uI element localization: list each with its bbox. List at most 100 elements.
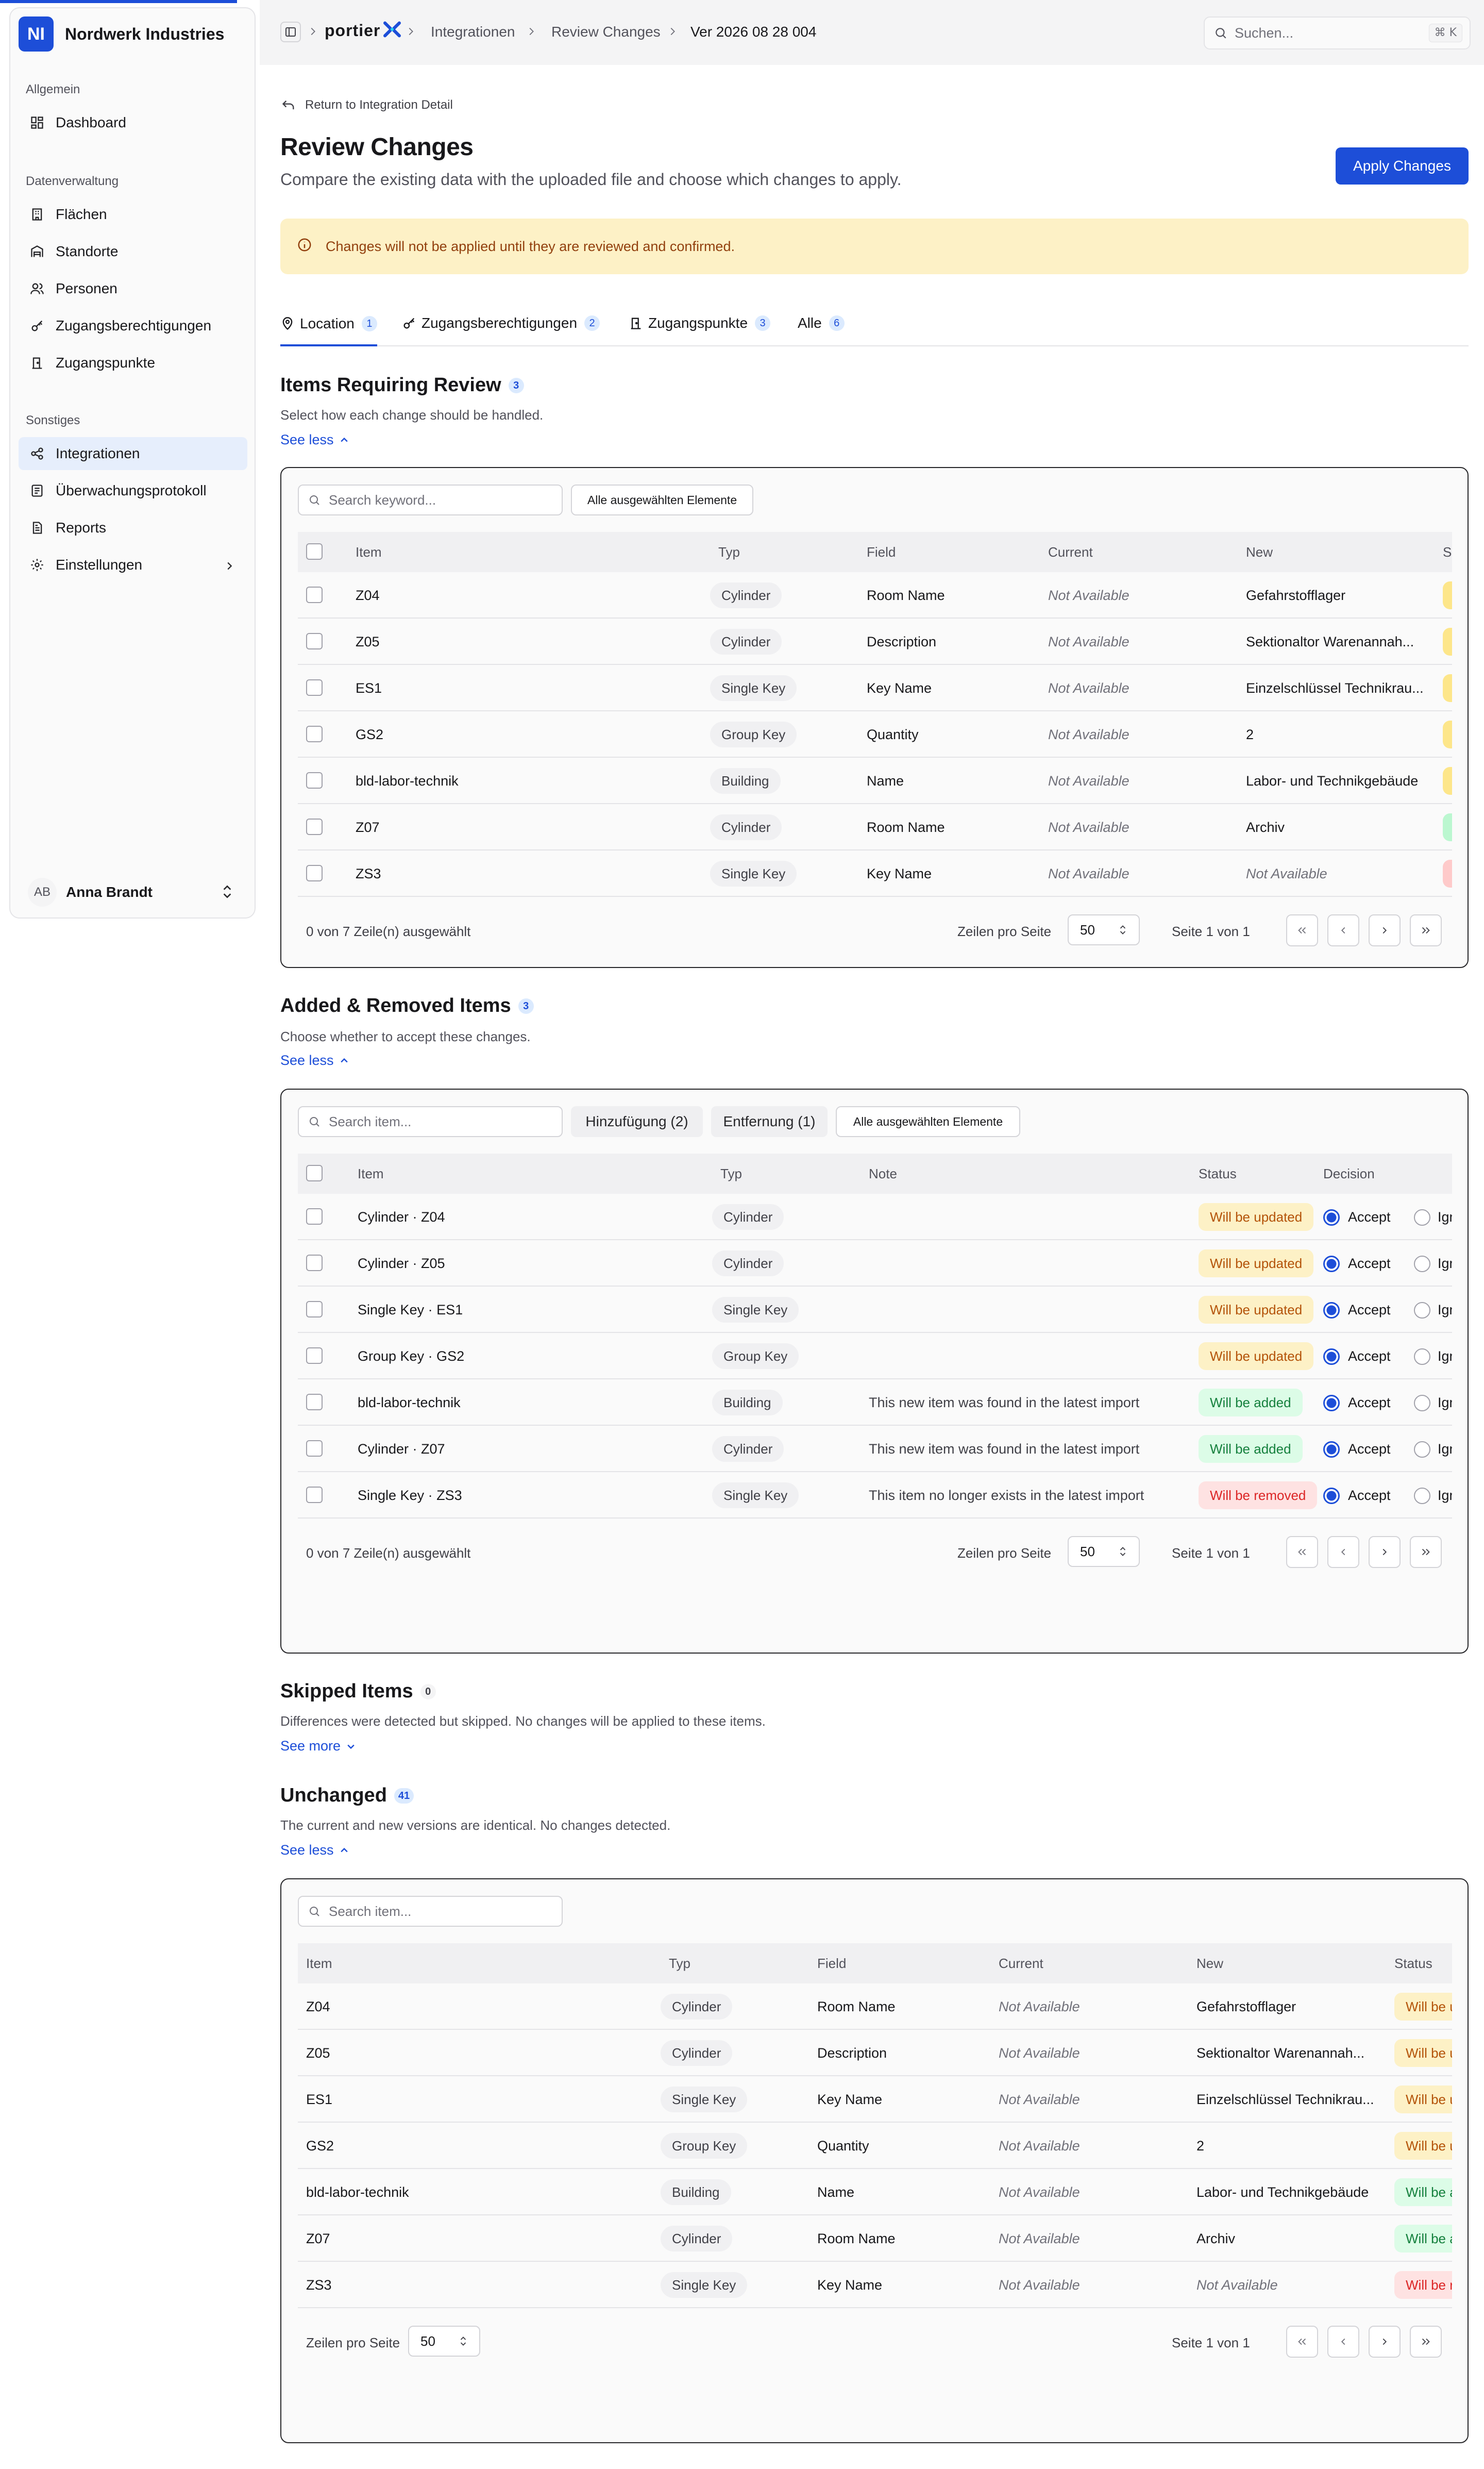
prev-page-button[interactable] bbox=[1327, 914, 1359, 946]
last-page-button[interactable] bbox=[1410, 2326, 1442, 2358]
col-item[interactable]: Item bbox=[306, 1956, 332, 1971]
breadcrumb-integrationen[interactable]: Integrationen bbox=[431, 24, 515, 40]
accept-radio[interactable] bbox=[1323, 1256, 1340, 1272]
tab-alle[interactable]: Alle 6 bbox=[798, 303, 845, 343]
first-page-button[interactable] bbox=[1286, 914, 1318, 946]
global-search[interactable]: Suchen... ⌘ K bbox=[1204, 16, 1471, 49]
sidebar-item-personen[interactable]: Personen bbox=[19, 272, 247, 305]
table-row[interactable]: Z05 Cylinder Description Not Available Sekti… bbox=[298, 619, 1452, 665]
ignore-radio[interactable] bbox=[1414, 1302, 1430, 1319]
col-note[interactable]: Note bbox=[869, 1166, 897, 1181]
row-checkbox[interactable] bbox=[306, 1301, 323, 1317]
added-search-input[interactable]: Search item... bbox=[298, 1106, 563, 1137]
table-row[interactable]: ZS3 Single Key Key Name Not Available Not Av… bbox=[298, 850, 1452, 897]
accept-radio[interactable] bbox=[1323, 1488, 1340, 1504]
ignore-radio[interactable] bbox=[1414, 1395, 1430, 1411]
select-all-checkbox[interactable] bbox=[306, 1165, 323, 1181]
row-checkbox[interactable] bbox=[306, 1255, 323, 1271]
portier-logo[interactable]: portier bbox=[325, 21, 402, 40]
tab-zugangspunkte[interactable]: Zugangspunkte 3 bbox=[629, 303, 771, 343]
table-row[interactable]: ES1 Single Key Key Name Not Available Einzel… bbox=[298, 665, 1452, 711]
table-row[interactable]: Single Key · ES1 Single Key Will be update… bbox=[298, 1287, 1452, 1333]
filter-additions-button[interactable]: Hinzufügung (2) bbox=[571, 1106, 703, 1137]
accept-radio[interactable] bbox=[1323, 1348, 1340, 1365]
prev-page-button[interactable] bbox=[1327, 2326, 1359, 2358]
col-current[interactable]: Current bbox=[999, 1956, 1043, 1971]
row-checkbox[interactable] bbox=[306, 1394, 323, 1410]
table-row[interactable]: bld-labor-technik Building Name Not Availab… bbox=[298, 758, 1452, 804]
table-row[interactable]: Cylinder · Z04 Cylinder Will be updated Acc… bbox=[298, 1194, 1452, 1240]
skipped-see-more-link[interactable]: See more bbox=[280, 1738, 356, 1754]
accept-radio[interactable] bbox=[1323, 1302, 1340, 1319]
col-status[interactable]: S bbox=[1443, 544, 1452, 560]
sidebar-item-reports[interactable]: Reports bbox=[19, 511, 247, 544]
col-status[interactable]: Status bbox=[1199, 1166, 1237, 1181]
tab-zugangsberechtigungen[interactable]: Zugangsberechtigungen 2 bbox=[402, 303, 600, 343]
sidebar-item-zugangsberechtigungen[interactable]: Zugangsberechtigungen bbox=[19, 309, 247, 342]
col-typ[interactable]: Typ bbox=[718, 544, 740, 560]
accept-radio[interactable] bbox=[1323, 1395, 1340, 1411]
sidebar-item-standorte[interactable]: Standorte bbox=[19, 235, 247, 268]
col-field[interactable]: Field bbox=[867, 544, 896, 560]
tab-location[interactable]: Location 1 bbox=[280, 303, 377, 346]
unchanged-see-less-link[interactable]: See less bbox=[280, 1842, 349, 1858]
row-checkbox[interactable] bbox=[306, 1440, 323, 1457]
table-row[interactable]: Z04 Cylinder Room Name Not Available Gefahrs… bbox=[298, 1983, 1452, 2030]
next-page-button[interactable] bbox=[1369, 2326, 1401, 2358]
table-row[interactable]: Cylinder · Z07 Cylinder This new item was … bbox=[298, 1426, 1452, 1472]
table-row[interactable]: bld-labor-technik Building Name Not Availab… bbox=[298, 2169, 1452, 2215]
col-typ[interactable]: Typ bbox=[669, 1956, 690, 1971]
col-decision[interactable]: Decision bbox=[1323, 1166, 1375, 1181]
review-see-less-link[interactable]: See less bbox=[280, 432, 349, 448]
review-search-input[interactable]: Search keyword... bbox=[298, 485, 563, 515]
table-row[interactable]: Z07 Cylinder Room Name Not Available Archiv bbox=[298, 804, 1452, 850]
added-rows-per-page-select[interactable]: 50 bbox=[1068, 1536, 1140, 1567]
sidebar-toggle-button[interactable] bbox=[280, 22, 301, 42]
back-link[interactable]: Return to Integration Detail bbox=[281, 98, 453, 112]
sidebar-item-flaechen[interactable]: Flächen bbox=[19, 198, 247, 231]
next-page-button[interactable] bbox=[1369, 1536, 1401, 1568]
row-checkbox[interactable] bbox=[306, 1487, 323, 1503]
col-typ[interactable]: Typ bbox=[720, 1166, 742, 1181]
user-menu[interactable]: AB Anna Brandt bbox=[19, 874, 247, 910]
table-row[interactable]: bld-labor-technik Building This new item w… bbox=[298, 1379, 1452, 1426]
table-row[interactable]: GS2 Group Key Quantity Not Available 2 bbox=[298, 711, 1452, 758]
first-page-button[interactable] bbox=[1286, 1536, 1318, 1568]
row-checkbox[interactable] bbox=[306, 587, 323, 603]
prev-page-button[interactable] bbox=[1327, 1536, 1359, 1568]
brand[interactable]: NI Nordwerk Industries bbox=[19, 16, 224, 52]
review-rows-per-page-select[interactable]: 50 bbox=[1068, 914, 1140, 945]
table-row[interactable]: Z05 Cylinder Description Not Available Sekti… bbox=[298, 2030, 1452, 2076]
ignore-radio[interactable] bbox=[1414, 1441, 1430, 1458]
row-checkbox[interactable] bbox=[306, 1347, 323, 1364]
next-page-button[interactable] bbox=[1369, 914, 1401, 946]
added-select-all-button[interactable]: Alle ausgewählten Elemente bbox=[836, 1106, 1020, 1137]
row-checkbox[interactable] bbox=[306, 772, 323, 789]
sidebar-item-ueberwachungsprotokoll[interactable]: Überwachungsprotokoll bbox=[19, 474, 247, 507]
apply-changes-button[interactable]: Apply Changes bbox=[1336, 147, 1469, 185]
review-select-all-button[interactable]: Alle ausgewählten Elemente bbox=[571, 485, 753, 515]
table-row[interactable]: Z04 Cylinder Room Name Not Available Gefahrs… bbox=[298, 572, 1452, 619]
table-row[interactable]: Z07 Cylinder Room Name Not Available Archiv W… bbox=[298, 2215, 1452, 2262]
unchanged-rows-per-page-select[interactable]: 50 bbox=[408, 2326, 480, 2357]
last-page-button[interactable] bbox=[1410, 914, 1442, 946]
table-row[interactable]: Cylinder · Z05 Cylinder Will be updated Acc… bbox=[298, 1240, 1452, 1287]
table-row[interactable]: ES1 Single Key Key Name Not Available Einzel… bbox=[298, 2076, 1452, 2123]
accept-radio[interactable] bbox=[1323, 1209, 1340, 1226]
filter-removals-button[interactable]: Entfernung (1) bbox=[711, 1106, 828, 1137]
breadcrumb-review-changes[interactable]: Review Changes bbox=[551, 24, 661, 40]
ignore-radio[interactable] bbox=[1414, 1348, 1430, 1365]
row-checkbox[interactable] bbox=[306, 633, 323, 649]
row-checkbox[interactable] bbox=[306, 1208, 323, 1225]
ignore-radio[interactable] bbox=[1414, 1209, 1430, 1226]
col-current[interactable]: Current bbox=[1048, 544, 1093, 560]
table-row[interactable]: Single Key · ZS3 Single Key This item no l… bbox=[298, 1472, 1452, 1519]
first-page-button[interactable] bbox=[1286, 2326, 1318, 2358]
last-page-button[interactable] bbox=[1410, 1536, 1442, 1568]
accept-radio[interactable] bbox=[1323, 1441, 1340, 1458]
col-item[interactable]: Item bbox=[356, 544, 382, 560]
sidebar-item-integrationen[interactable]: Integrationen bbox=[19, 437, 247, 470]
col-status[interactable]: Status bbox=[1394, 1956, 1432, 1971]
col-field[interactable]: Field bbox=[817, 1956, 847, 1971]
row-checkbox[interactable] bbox=[306, 726, 323, 742]
